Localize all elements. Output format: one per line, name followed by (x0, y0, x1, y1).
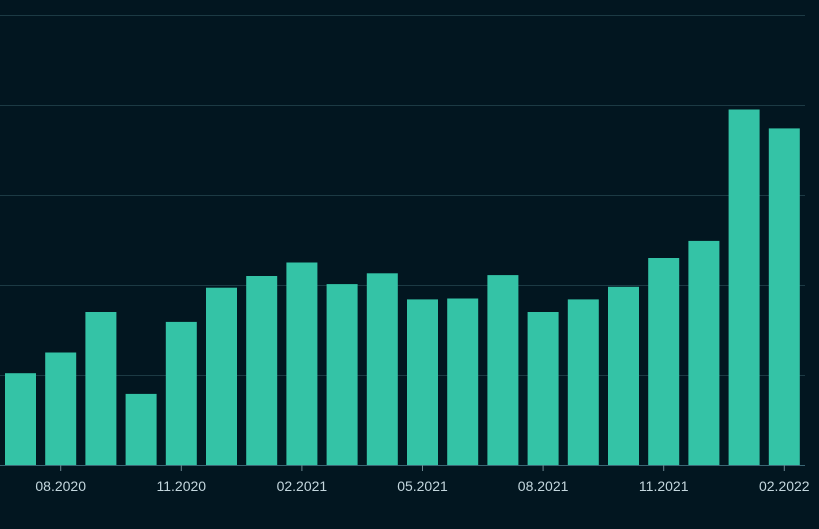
bar (125, 393, 157, 465)
bar (45, 352, 77, 465)
x-axis: 08.2020 11.2020 02.2021 05.2021 08.2021 11.20… (0, 465, 810, 494)
x-tick-label: 05.2021 (397, 478, 448, 494)
bar (85, 312, 117, 465)
bar (447, 298, 479, 465)
bar (246, 276, 278, 465)
x-tick-label: 02.2021 (277, 478, 328, 494)
bar (648, 258, 680, 465)
bar (206, 287, 237, 465)
bar (728, 109, 760, 465)
bar (165, 321, 197, 465)
bar (527, 312, 559, 465)
bar (768, 128, 800, 465)
x-tick-label: 11.2020 (157, 478, 207, 494)
bar (567, 299, 599, 465)
bar (487, 275, 519, 465)
bar (286, 262, 318, 465)
bar (688, 240, 720, 465)
bar (5, 373, 36, 465)
bars (5, 109, 800, 465)
x-tick-label: 02.2022 (759, 478, 810, 494)
bar (366, 273, 398, 465)
x-tick-label: 08.2020 (35, 478, 86, 494)
bar (608, 286, 639, 465)
bar (326, 284, 358, 465)
x-tick-label: 11.2021 (639, 478, 689, 494)
x-tick-label: 08.2021 (518, 478, 569, 494)
bar (407, 299, 438, 465)
